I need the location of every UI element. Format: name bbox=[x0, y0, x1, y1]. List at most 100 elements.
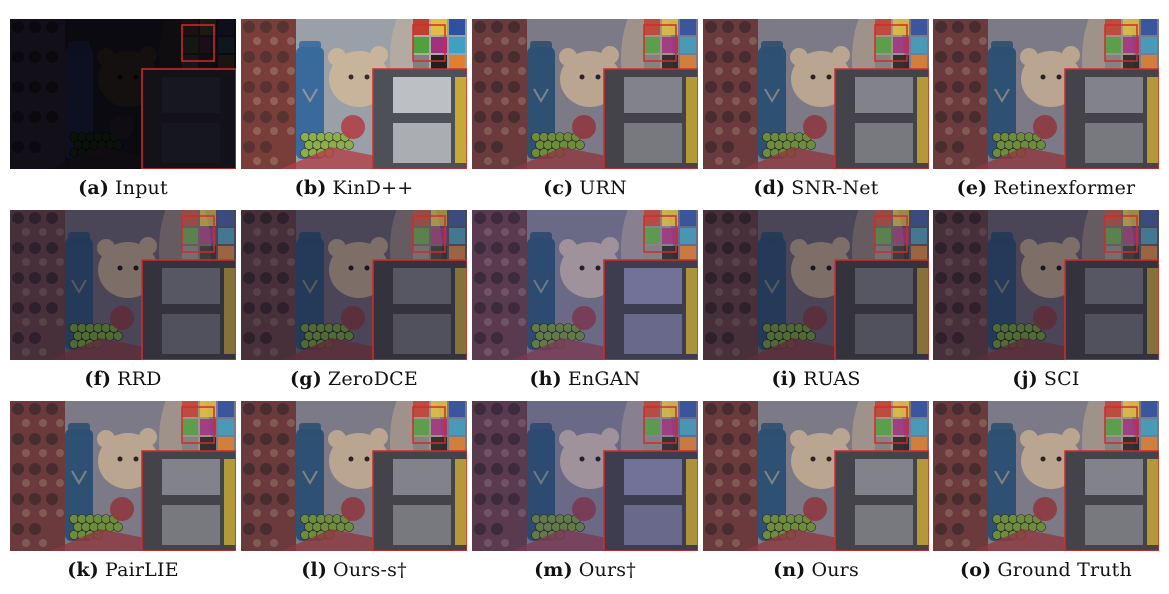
red-toy bbox=[1033, 115, 1057, 139]
panel-e: (e) Retinexformer bbox=[933, 19, 1159, 199]
panel-tag: (e) bbox=[956, 177, 988, 199]
panel-g: (g) ZeroDCE bbox=[241, 210, 467, 390]
panel-caption: (f) RRD bbox=[0, 368, 246, 390]
red-toy bbox=[572, 497, 596, 521]
zoom-inset bbox=[834, 450, 929, 551]
panel-b: (b) KinD++ bbox=[241, 19, 467, 199]
bottle bbox=[65, 238, 93, 350]
roi-box bbox=[1104, 406, 1138, 444]
bottle bbox=[527, 47, 555, 159]
result-image bbox=[241, 19, 467, 169]
panel-tag: (l) bbox=[301, 559, 328, 581]
zoom-inset bbox=[141, 450, 236, 551]
panel-label: Input bbox=[115, 177, 168, 199]
zoom-inset bbox=[372, 450, 467, 551]
zoom-inset bbox=[1064, 259, 1159, 360]
red-toy bbox=[803, 306, 827, 330]
panel-label: EnGAN bbox=[567, 368, 641, 390]
roi-box bbox=[643, 215, 677, 253]
panel-m: (m) Ours† bbox=[472, 401, 698, 581]
zoom-inset bbox=[1064, 68, 1159, 169]
panel-l: (l) Ours-s† bbox=[241, 401, 467, 581]
panel-caption: (k) PairLIE bbox=[0, 559, 246, 581]
panel-label: KinD++ bbox=[332, 177, 414, 199]
red-toy bbox=[341, 497, 365, 521]
board-game bbox=[512, 147, 622, 169]
board-game bbox=[743, 529, 853, 551]
roi-box bbox=[412, 406, 446, 444]
zoom-inset bbox=[1064, 450, 1159, 551]
red-toy bbox=[572, 306, 596, 330]
result-image bbox=[10, 19, 236, 169]
board-game bbox=[512, 338, 622, 360]
roi-box bbox=[874, 215, 908, 253]
panel-label: Retinexformer bbox=[993, 177, 1136, 199]
red-toy bbox=[803, 115, 827, 139]
bottle bbox=[296, 47, 324, 159]
panel-tag: (i) bbox=[771, 368, 798, 390]
panel-label: RUAS bbox=[803, 368, 861, 390]
bottle bbox=[296, 429, 324, 541]
panel-tag: (f) bbox=[84, 368, 112, 390]
roi-box bbox=[181, 215, 215, 253]
panel-caption: (g) ZeroDCE bbox=[231, 368, 477, 390]
board-game bbox=[281, 338, 391, 360]
panel-i: (i) RUAS bbox=[703, 210, 929, 390]
result-image bbox=[933, 401, 1159, 551]
board-game bbox=[973, 147, 1083, 169]
red-toy bbox=[110, 306, 134, 330]
result-image bbox=[10, 401, 236, 551]
panel-n: (n) Ours bbox=[703, 401, 929, 581]
panel-caption: (h) EnGAN bbox=[462, 368, 708, 390]
bottle bbox=[758, 47, 786, 159]
red-toy bbox=[110, 497, 134, 521]
red-toy bbox=[1033, 497, 1057, 521]
panel-a: (a) Input bbox=[10, 19, 236, 199]
red-toy bbox=[803, 497, 827, 521]
panel-label: ZeroDCE bbox=[327, 368, 418, 390]
panel-label: SCI bbox=[1043, 368, 1080, 390]
board-game bbox=[973, 338, 1083, 360]
board-game bbox=[973, 529, 1083, 551]
roi-box bbox=[1104, 215, 1138, 253]
panel-caption: (n) Ours bbox=[693, 559, 939, 581]
board-game bbox=[50, 529, 160, 551]
red-toy bbox=[110, 115, 134, 139]
panel-tag: (g) bbox=[290, 368, 322, 390]
bottle bbox=[988, 429, 1016, 541]
panel-caption: (i) RUAS bbox=[693, 368, 939, 390]
board-game bbox=[743, 147, 853, 169]
bottle bbox=[527, 429, 555, 541]
board-game bbox=[281, 147, 391, 169]
panel-tag: (j) bbox=[1012, 368, 1038, 390]
bottle bbox=[527, 238, 555, 350]
result-image bbox=[703, 19, 929, 169]
panel-tag: (c) bbox=[543, 177, 574, 199]
result-image bbox=[933, 210, 1159, 360]
zoom-inset bbox=[372, 259, 467, 360]
panel-label: RRD bbox=[117, 368, 162, 390]
panel-tag: (h) bbox=[529, 368, 562, 390]
result-image bbox=[472, 210, 698, 360]
board-game bbox=[743, 338, 853, 360]
panel-caption: (a) Input bbox=[0, 177, 246, 199]
zoom-inset bbox=[834, 259, 929, 360]
roi-box bbox=[412, 215, 446, 253]
panel-d: (d) SNR-Net bbox=[703, 19, 929, 199]
panel-label: URN bbox=[579, 177, 627, 199]
bottle bbox=[758, 238, 786, 350]
panel-caption: (o) Ground Truth bbox=[923, 559, 1169, 581]
zoom-inset bbox=[141, 68, 236, 169]
panel-tag: (d) bbox=[753, 177, 786, 199]
panel-k: (k) PairLIE bbox=[10, 401, 236, 581]
panel-tag: (m) bbox=[534, 559, 573, 581]
panel-label: Ground Truth bbox=[997, 559, 1132, 581]
bottle bbox=[988, 47, 1016, 159]
roi-box bbox=[643, 406, 677, 444]
zoom-inset bbox=[603, 68, 698, 169]
panel-label: PairLIE bbox=[104, 559, 179, 581]
panel-tag: (k) bbox=[67, 559, 99, 581]
red-toy bbox=[341, 306, 365, 330]
roi-box bbox=[181, 406, 215, 444]
